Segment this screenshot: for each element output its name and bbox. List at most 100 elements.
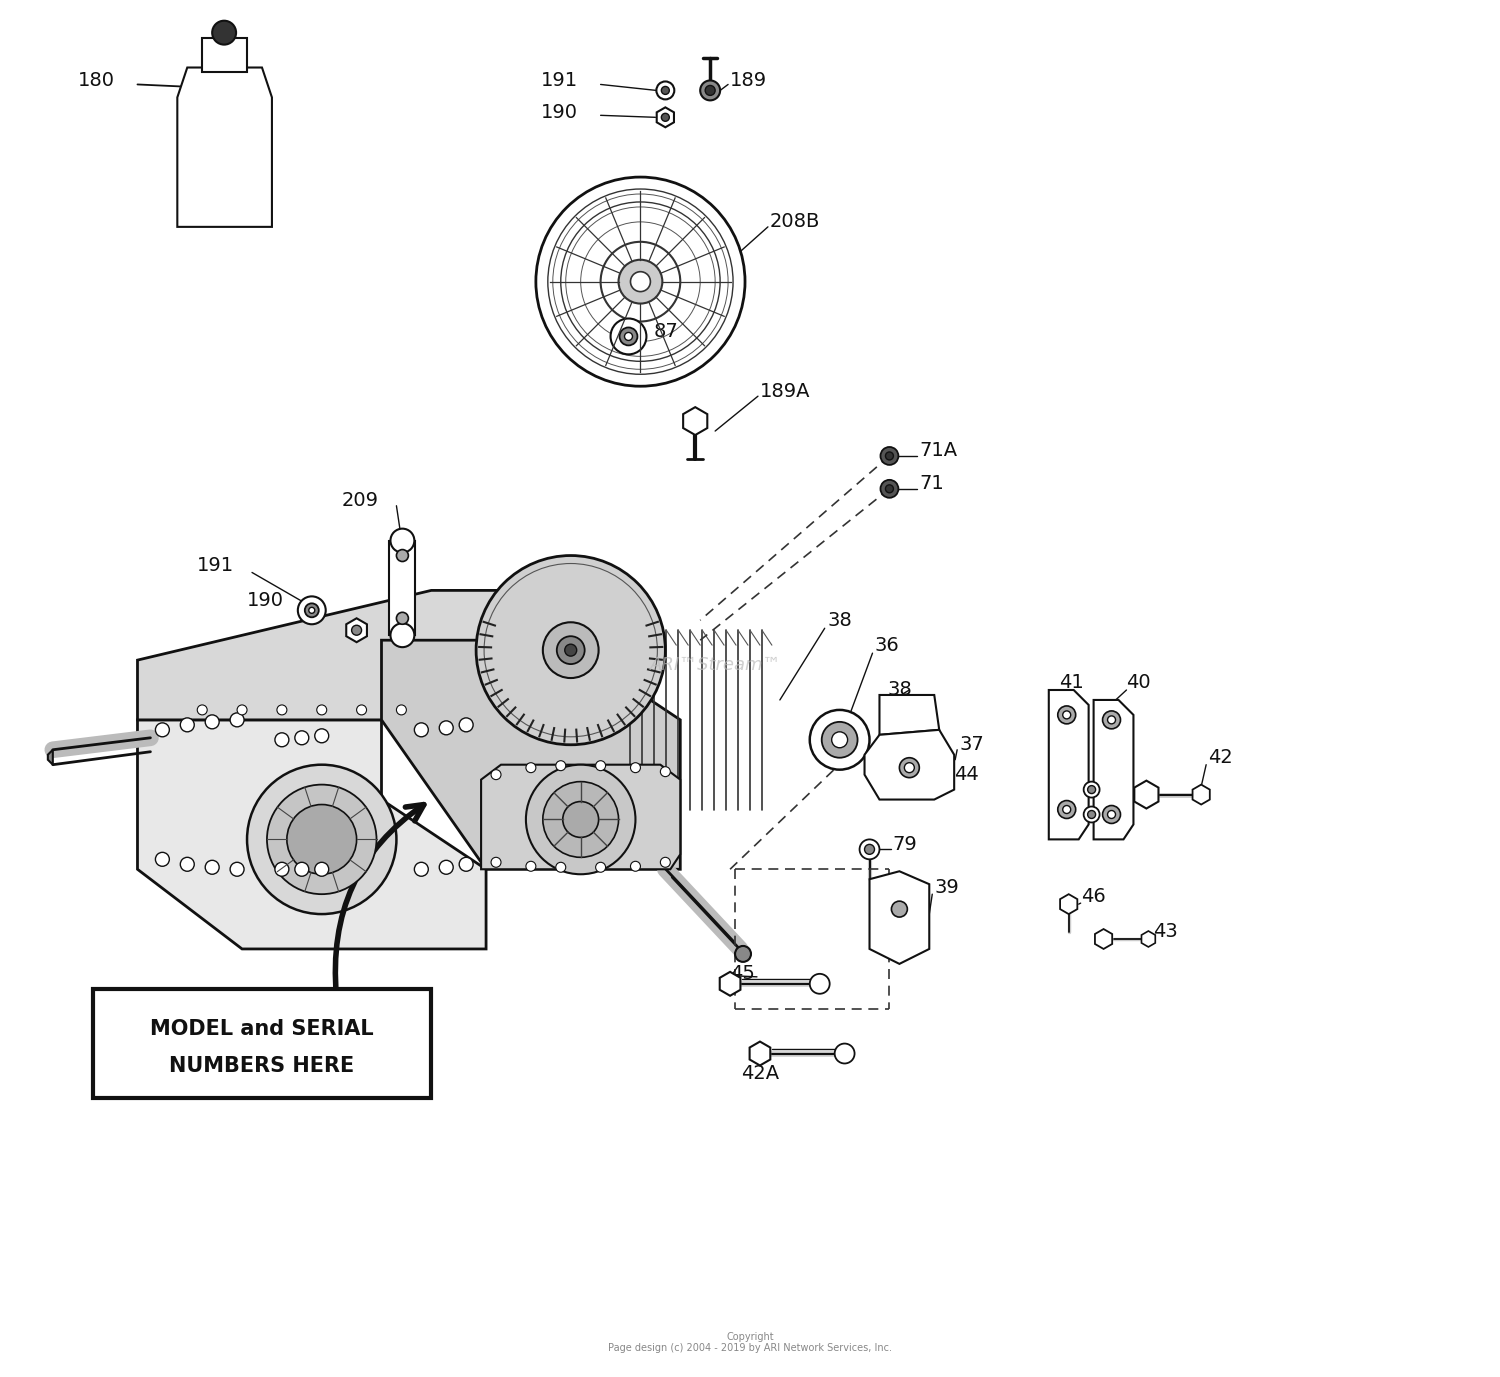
Text: ARI™Stream™: ARI™Stream™ xyxy=(651,655,782,675)
Polygon shape xyxy=(1142,931,1155,947)
Circle shape xyxy=(1058,800,1076,818)
Circle shape xyxy=(834,1044,855,1063)
Circle shape xyxy=(459,858,472,872)
Circle shape xyxy=(180,717,195,731)
Polygon shape xyxy=(1095,929,1112,949)
Circle shape xyxy=(810,974,830,994)
Circle shape xyxy=(596,760,606,771)
Circle shape xyxy=(459,717,472,731)
Circle shape xyxy=(543,622,598,677)
Circle shape xyxy=(490,858,501,868)
Circle shape xyxy=(298,596,326,624)
Circle shape xyxy=(657,81,675,99)
Circle shape xyxy=(230,862,244,876)
Polygon shape xyxy=(346,618,368,642)
Polygon shape xyxy=(682,408,708,435)
Circle shape xyxy=(543,782,618,858)
Circle shape xyxy=(286,804,357,874)
Circle shape xyxy=(267,785,376,894)
Circle shape xyxy=(660,767,670,777)
Circle shape xyxy=(810,711,870,770)
Circle shape xyxy=(274,733,290,746)
Circle shape xyxy=(315,728,328,742)
Circle shape xyxy=(1107,716,1116,724)
Circle shape xyxy=(440,722,453,735)
Circle shape xyxy=(237,705,248,715)
Circle shape xyxy=(526,763,536,772)
Circle shape xyxy=(880,479,898,497)
Text: 189: 189 xyxy=(730,72,766,90)
Circle shape xyxy=(624,332,633,340)
Circle shape xyxy=(278,705,286,715)
Circle shape xyxy=(296,862,309,876)
Circle shape xyxy=(156,723,170,737)
Polygon shape xyxy=(720,972,741,996)
Polygon shape xyxy=(381,640,681,869)
Circle shape xyxy=(526,861,536,872)
Text: MODEL and SERIAL: MODEL and SERIAL xyxy=(150,1019,374,1038)
Bar xyxy=(202,37,248,73)
Text: 209: 209 xyxy=(342,492,378,511)
Polygon shape xyxy=(864,730,954,800)
Text: 37: 37 xyxy=(958,735,984,755)
Circle shape xyxy=(566,644,576,655)
Circle shape xyxy=(1088,786,1095,793)
Text: 87: 87 xyxy=(654,322,678,341)
Text: 191: 191 xyxy=(196,556,234,576)
Circle shape xyxy=(630,763,640,772)
Circle shape xyxy=(296,731,309,745)
Circle shape xyxy=(536,178,746,386)
Circle shape xyxy=(1083,807,1100,822)
Circle shape xyxy=(705,85,716,95)
Bar xyxy=(390,541,416,635)
Text: 208B: 208B xyxy=(770,212,820,231)
Polygon shape xyxy=(1060,894,1077,914)
Circle shape xyxy=(556,760,566,771)
Circle shape xyxy=(490,770,501,779)
Circle shape xyxy=(316,705,327,715)
Text: 191: 191 xyxy=(542,72,578,90)
Text: 43: 43 xyxy=(1154,921,1178,940)
Circle shape xyxy=(630,271,651,292)
Circle shape xyxy=(630,861,640,872)
Polygon shape xyxy=(879,695,939,735)
Circle shape xyxy=(440,861,453,874)
Circle shape xyxy=(1083,782,1100,797)
Circle shape xyxy=(618,260,663,303)
Circle shape xyxy=(1062,711,1071,719)
Polygon shape xyxy=(1048,690,1089,840)
Text: 36: 36 xyxy=(874,636,898,654)
Circle shape xyxy=(211,21,236,44)
Circle shape xyxy=(396,705,406,715)
Polygon shape xyxy=(1192,785,1210,804)
Polygon shape xyxy=(177,67,272,227)
Text: 41: 41 xyxy=(1059,672,1083,691)
Circle shape xyxy=(662,87,669,95)
Text: NUMBERS HERE: NUMBERS HERE xyxy=(170,1056,354,1077)
Circle shape xyxy=(822,722,858,757)
Circle shape xyxy=(396,613,408,624)
Circle shape xyxy=(1088,811,1095,818)
Circle shape xyxy=(904,763,915,772)
Text: 40: 40 xyxy=(1126,672,1150,691)
Circle shape xyxy=(351,625,361,635)
Circle shape xyxy=(1102,711,1120,728)
Circle shape xyxy=(700,80,720,101)
Circle shape xyxy=(1102,806,1120,823)
Text: 71: 71 xyxy=(920,474,944,493)
Polygon shape xyxy=(138,720,486,949)
Circle shape xyxy=(864,844,874,854)
Polygon shape xyxy=(138,591,561,720)
Circle shape xyxy=(660,858,670,868)
Circle shape xyxy=(180,858,195,872)
Polygon shape xyxy=(750,1041,771,1066)
Circle shape xyxy=(248,764,396,914)
Circle shape xyxy=(357,705,366,715)
Circle shape xyxy=(315,862,328,876)
Polygon shape xyxy=(1134,781,1158,808)
Text: 38: 38 xyxy=(828,611,852,629)
Text: 42A: 42A xyxy=(741,1064,778,1082)
Text: 79: 79 xyxy=(892,834,916,854)
Text: 71A: 71A xyxy=(920,442,957,460)
Text: 44: 44 xyxy=(954,766,980,784)
